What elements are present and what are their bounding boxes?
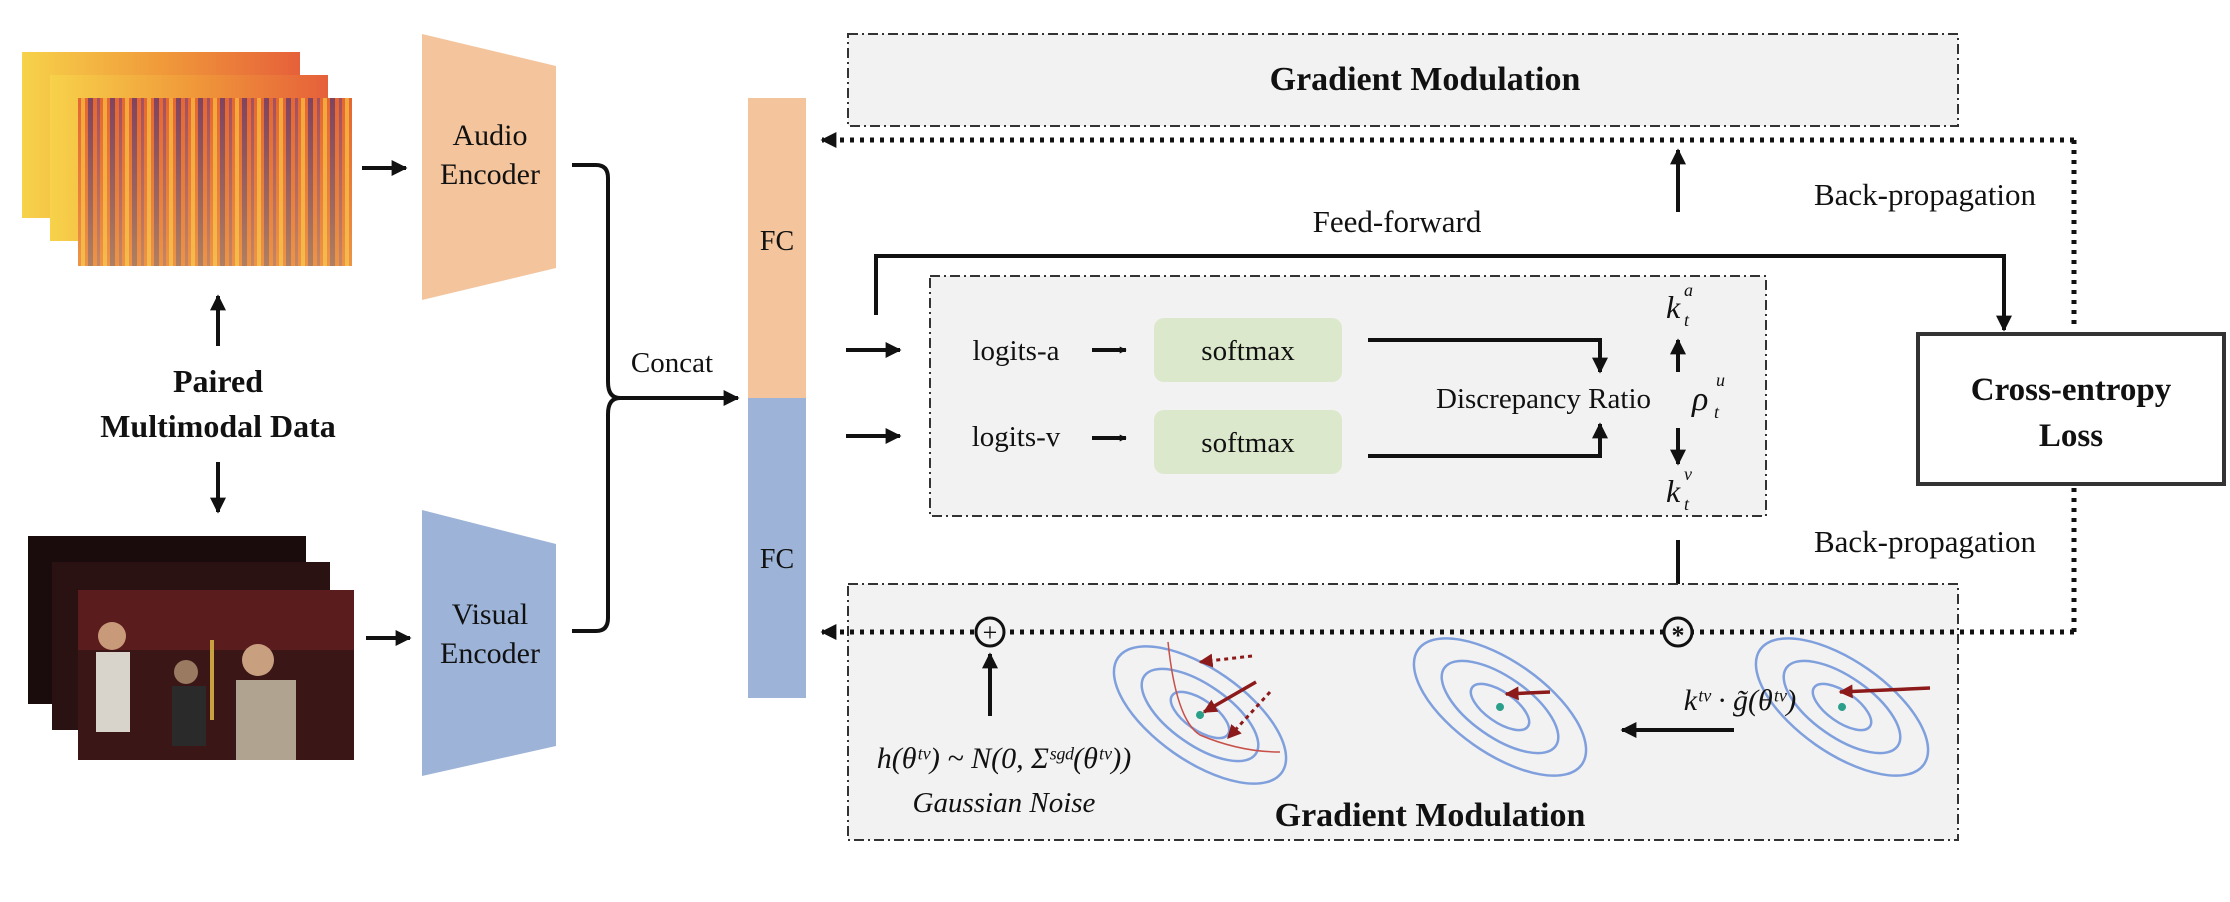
modulated-gradient-arrow (1504, 686, 1551, 701)
fc-visual-label: FC (760, 544, 794, 575)
visual-encoder-block (422, 510, 556, 776)
noisy-dotted-arrow-2 (1226, 690, 1272, 740)
k-v-subscript: t (1684, 494, 1690, 514)
original-gradient-arrow (1838, 684, 1931, 699)
noise-caption: Gaussian Noise (913, 787, 1096, 819)
fc-audio-label: FC (760, 226, 794, 257)
contour-plot-original (1754, 637, 1930, 777)
backprop-top-label: Back-propagation (1814, 177, 2037, 212)
fc-audio-block (748, 98, 806, 398)
scaled-gradient-formula: kᵗᵛ · g̃(θᵗᵛ) (1684, 684, 1796, 717)
softmax-a-box (1154, 318, 1342, 382)
rho-superscript: u (1716, 370, 1725, 390)
multiply-operator (1662, 616, 1694, 648)
noisy-solid-arrow (1202, 680, 1257, 714)
audio-spectrogram-stack (22, 52, 352, 266)
logits-v-label: logits-v (972, 421, 1061, 453)
discrepancy-ratio-label: Discrepancy Ratio (1436, 383, 1651, 415)
arrow-softmax-v-to-ratio (1368, 422, 1608, 458)
feed-forward-label: Feed-forward (1313, 204, 1482, 239)
softmax-v-label: softmax (1201, 427, 1295, 459)
visual-encoder-label-2: Encoder (440, 637, 540, 670)
k-a-symbol: k (1666, 289, 1681, 325)
add-operator-symbol: + (983, 618, 998, 647)
k-v-superscript: v (1684, 464, 1692, 484)
bottom-modulation-title: Gradient Modulation (1275, 797, 1586, 834)
visual-encoder-label-1: Visual (452, 598, 529, 631)
paired-data-subtitle: Multimodal Data (100, 408, 336, 444)
rho-symbol: ρ (1691, 381, 1708, 418)
audio-encoder-label-2: Encoder (440, 158, 540, 191)
softmax-a-label: softmax (1201, 335, 1295, 367)
discrepancy-panel (929, 275, 1767, 517)
noise-formula: h(θᵗᵛ) ~ N(0, Σˢᵍᵈ(θᵗᵛ)) (877, 742, 1132, 775)
softmax-v-box (1154, 410, 1342, 474)
noisy-trajectory (1167, 641, 1281, 753)
audio-encoder-label-1: Audio (453, 119, 528, 152)
fc-visual-block (748, 398, 806, 698)
cross-entropy-loss-box (1916, 332, 2226, 486)
add-operator (974, 616, 1006, 648)
feed-forward-path (874, 254, 2012, 332)
logits-a-label: logits-a (973, 335, 1060, 367)
k-a-superscript: a (1684, 280, 1693, 300)
loss-label-1: Cross-entropy (1971, 372, 2172, 408)
noisy-dotted-arrow-1 (1198, 653, 1253, 668)
rho-subscript: t (1714, 402, 1720, 422)
backprop-bottom-label: Back-propagation (1814, 524, 2037, 559)
multiply-operator-symbol: * (1672, 621, 1685, 650)
top-modulation-panel (847, 33, 1959, 127)
top-modulation-title: Gradient Modulation (1270, 61, 1581, 98)
k-v-symbol: k (1666, 473, 1681, 509)
video-frame-stack (28, 536, 354, 760)
audio-encoder-block (422, 34, 556, 300)
k-a-subscript: t (1684, 310, 1690, 330)
concat-brace (572, 163, 621, 633)
paired-data-title: Paired (173, 363, 263, 399)
arrow-softmax-a-to-ratio (1368, 338, 1608, 374)
concat-label: Concat (631, 347, 713, 379)
loss-label-2: Loss (2039, 418, 2103, 454)
bottom-modulation-panel (847, 583, 1959, 841)
